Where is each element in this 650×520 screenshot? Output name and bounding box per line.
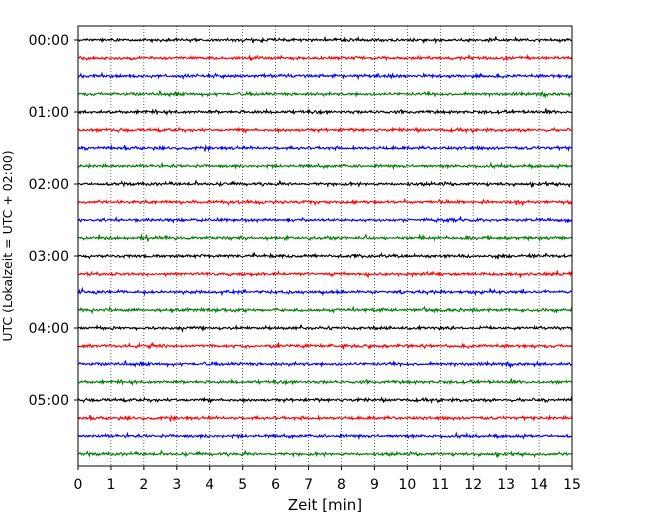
trace-0200 — [77, 179, 573, 189]
trace-0445 — [77, 377, 573, 387]
x-tick-label: 7 — [304, 477, 313, 493]
trace-0015 — [77, 53, 573, 62]
x-tick-label: 4 — [205, 477, 214, 493]
trace-0045 — [77, 90, 573, 99]
trace-0130 — [77, 143, 573, 153]
grid-lines — [110, 26, 540, 466]
trace-0215 — [77, 197, 573, 207]
y-tick-label: 00:00 — [29, 33, 69, 49]
x-tick-label: 10 — [398, 477, 416, 493]
trace-0530 — [77, 431, 573, 441]
trace-0545 — [77, 449, 573, 459]
x-tick-label: 14 — [530, 477, 548, 493]
y-tick-label: 01:00 — [29, 105, 69, 121]
y-tick-label: 03:00 — [29, 249, 69, 265]
trace-0430 — [77, 360, 573, 369]
trace-0330 — [77, 286, 573, 297]
trace-0345 — [77, 305, 573, 315]
plot-frame — [77, 25, 573, 467]
x-tick-label: 6 — [271, 477, 280, 493]
trace-0315 — [77, 270, 573, 279]
trace-0000 — [77, 35, 573, 45]
x-tick-label: 1 — [106, 477, 115, 493]
x-axis-label: Zeit [min] — [288, 496, 362, 514]
y-tick-label: 04:00 — [29, 321, 69, 337]
y-tick-label: 02:00 — [29, 177, 69, 193]
trace-0100 — [77, 107, 573, 117]
trace-0115 — [77, 126, 573, 135]
x-tick-label: 11 — [431, 477, 449, 493]
x-tick-label: 12 — [464, 477, 482, 493]
trace-0415 — [77, 341, 573, 350]
trace-0400 — [77, 324, 573, 333]
x-tick-label: 3 — [172, 477, 181, 493]
y-tick-label: 05:00 — [29, 393, 69, 409]
trace-0030 — [77, 71, 573, 81]
trace-0300 — [77, 251, 573, 260]
x-tick-label: 8 — [337, 477, 346, 493]
x-tick-label: 9 — [370, 477, 379, 493]
trace-0245 — [77, 233, 573, 242]
trace-0230 — [77, 216, 573, 224]
x-tick-label: 0 — [74, 477, 83, 493]
x-tick-label: 15 — [563, 477, 581, 493]
trace-0515 — [77, 414, 573, 423]
x-tick-label: 13 — [497, 477, 515, 493]
traces — [77, 35, 573, 459]
x-axis: 0 1 2 3 4 5 6 7 8 9 10 11 12 13 14 15 — [74, 466, 581, 493]
y-axis-label: UTC (Lokalzeit = UTC + 02:00) — [0, 150, 15, 341]
plot-area — [78, 26, 572, 466]
x-tick-label: 2 — [139, 477, 148, 493]
y-axis: 00:00 01:00 02:00 03:00 04:00 05:00 — [29, 33, 78, 409]
trace-0500 — [77, 395, 573, 405]
x-tick-label: 5 — [238, 477, 247, 493]
trace-0145 — [77, 161, 573, 171]
